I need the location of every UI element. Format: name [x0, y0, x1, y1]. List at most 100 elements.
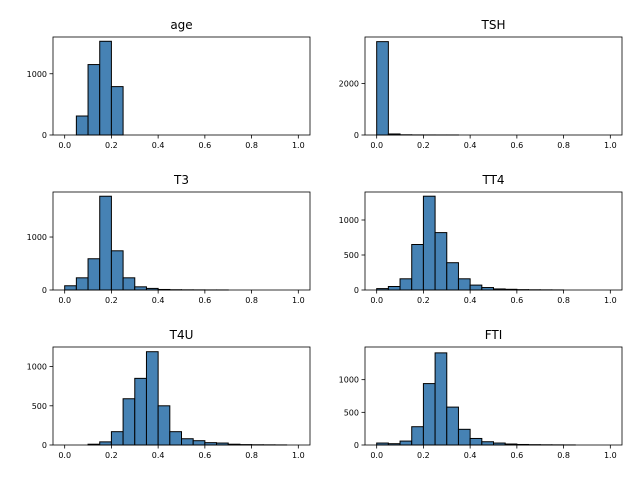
- x-tick-label: 0.6: [198, 451, 211, 460]
- histogram-bar: [157, 405, 171, 446]
- histogram-bar: [122, 398, 136, 446]
- axes-frame: [364, 36, 623, 136]
- x-tick-label: 0.6: [198, 141, 211, 150]
- histogram-bar: [122, 277, 136, 291]
- x-tick-label: 1.0: [604, 141, 617, 150]
- histogram-bar: [192, 440, 206, 446]
- x-tick-label: 0.2: [105, 296, 118, 305]
- chart-title: TSH: [481, 18, 506, 32]
- x-tick-label: 1.0: [292, 451, 305, 460]
- chart-title: FTI: [485, 328, 503, 342]
- histogram-bar: [99, 195, 112, 291]
- histogram-bar: [99, 441, 112, 446]
- x-tick-label: 0.2: [105, 141, 118, 150]
- subplot-t4u: T4U 0.0 0.2 0.4 0.6 0.8 1.0 0 500 1000: [27, 328, 311, 460]
- x-tick-label: 0.4: [152, 451, 165, 460]
- histogram-bar: [75, 277, 89, 291]
- histogram-bar: [64, 285, 77, 291]
- chart-title: TT4: [481, 173, 504, 187]
- subplot-fti: FTI 0.0 0.2 0.4 0.6 0.8 1.0 0 500 1000: [339, 328, 623, 460]
- y-tick-label: 0: [42, 131, 47, 140]
- x-tick-label: 0.0: [58, 141, 71, 150]
- y-tick-label: 0: [42, 286, 47, 295]
- histogram-bar: [145, 351, 159, 446]
- x-tick-label: 0.0: [58, 296, 71, 305]
- x-tick-label: 0.6: [510, 296, 523, 305]
- x-tick-label: 0.0: [370, 451, 383, 460]
- x-tick-label: 0.6: [510, 451, 523, 460]
- x-tick-label: 0.8: [245, 141, 258, 150]
- y-tick-label: 1000: [339, 376, 359, 385]
- x-tick-label: 1.0: [292, 141, 305, 150]
- histogram-bar: [481, 441, 494, 446]
- y-tick-label: 0: [354, 286, 359, 295]
- y-tick-label: 2000: [339, 79, 359, 88]
- x-tick-label: 0.8: [557, 451, 570, 460]
- x-tick-label: 0.2: [417, 141, 430, 150]
- histogram-bar: [469, 284, 483, 291]
- histogram-bar: [411, 426, 424, 446]
- axes-frame: [364, 191, 623, 291]
- histogram-bar: [110, 250, 124, 291]
- histogram-bar: [387, 286, 401, 291]
- x-tick-label: 1.0: [604, 451, 617, 460]
- histogram-bar: [446, 406, 459, 446]
- x-tick-label: 0.2: [417, 451, 430, 460]
- axes-frame: [52, 346, 311, 446]
- chart-title: T3: [173, 173, 189, 187]
- x-tick-label: 0.0: [370, 296, 383, 305]
- histogram-bar: [399, 440, 413, 446]
- x-tick-label: 0.8: [245, 296, 258, 305]
- y-tick-label: 1000: [27, 70, 47, 79]
- x-tick-label: 0.4: [464, 296, 477, 305]
- x-tick-label: 0.4: [464, 451, 477, 460]
- axes-frame: [52, 36, 311, 136]
- axes-frame: [364, 346, 623, 446]
- histogram-bar: [99, 40, 112, 136]
- subplot-age: age 0.0 0.2 0.4 0.6 0.8 1.0 0 1000: [27, 18, 311, 150]
- y-tick-label: 1000: [27, 363, 47, 372]
- x-tick-label: 1.0: [292, 296, 305, 305]
- x-tick-label: 0.0: [370, 141, 383, 150]
- y-tick-label: 1000: [27, 233, 47, 242]
- subplot-tsh: TSH 0.0 0.2 0.4 0.6 0.8 1.0 0 2000: [339, 18, 623, 150]
- histogram-bar: [469, 437, 483, 446]
- x-tick-label: 0.2: [105, 451, 118, 460]
- histogram-bar: [399, 278, 413, 291]
- histogram-bar: [87, 258, 101, 291]
- x-tick-label: 0.6: [510, 141, 523, 150]
- x-tick-label: 0.6: [198, 296, 211, 305]
- x-tick-label: 0.8: [245, 451, 258, 460]
- x-tick-label: 0.2: [417, 296, 430, 305]
- y-tick-label: 0: [354, 131, 359, 140]
- x-tick-label: 1.0: [604, 296, 617, 305]
- histogram-bar: [110, 431, 124, 446]
- histogram-bar: [434, 232, 448, 291]
- x-tick-label: 0.4: [152, 141, 165, 150]
- histogram-bar: [110, 86, 124, 136]
- histogram-bar: [134, 377, 147, 446]
- subplot-t3: T3 0.0 0.2 0.4 0.6 0.8 1.0 0 1000: [27, 173, 311, 305]
- histogram-bar: [376, 41, 389, 136]
- histogram-bar: [75, 115, 89, 136]
- chart-title: T4U: [169, 328, 194, 342]
- histogram-bar: [422, 383, 436, 446]
- histogram-bar: [457, 278, 471, 291]
- x-tick-label: 0.8: [557, 141, 570, 150]
- histogram-bar: [457, 428, 471, 446]
- y-tick-label: 500: [32, 402, 47, 411]
- subplot-tt4: TT4 0.0 0.2 0.4 0.6 0.8 1.0 0 500 1000: [339, 173, 623, 305]
- histogram-bar: [134, 286, 147, 291]
- x-tick-label: 0.8: [557, 296, 570, 305]
- axes-frame: [52, 191, 311, 291]
- histogram-bar: [446, 262, 459, 291]
- y-tick-label: 500: [344, 408, 359, 417]
- x-tick-label: 0.0: [58, 451, 71, 460]
- histogram-bar: [434, 352, 448, 446]
- y-tick-label: 0: [42, 441, 47, 450]
- histogram-bar: [422, 195, 436, 291]
- histogram-bar: [169, 431, 182, 446]
- chart-title: age: [170, 18, 192, 32]
- x-tick-label: 0.4: [152, 296, 165, 305]
